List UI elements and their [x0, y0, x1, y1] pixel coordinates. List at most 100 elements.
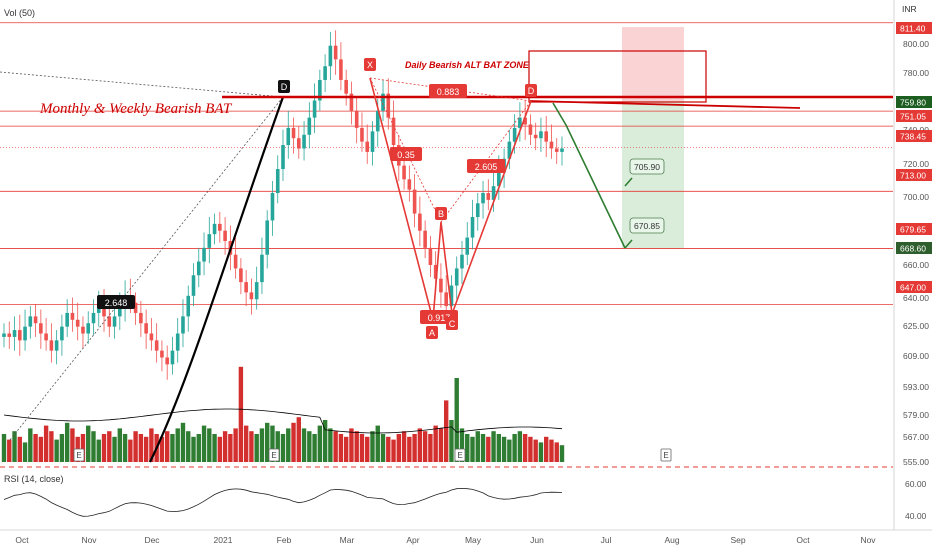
time-tick: Dec [144, 535, 160, 545]
volume-bar [128, 439, 133, 462]
candle-body [370, 131, 375, 152]
target-2-label-bg [629, 217, 665, 234]
price-tag-bg [896, 110, 932, 122]
volume-bar [538, 442, 544, 462]
volume-bar [533, 439, 538, 462]
price-tag: 647.00 [900, 283, 926, 293]
candle-body [170, 350, 175, 365]
volume-bar [64, 422, 70, 462]
volume-bar [307, 431, 312, 462]
price-tag: 811.40 [900, 24, 926, 34]
price-tag-bg [896, 242, 932, 254]
price-tick: 579.00 [903, 410, 929, 420]
candle-body [249, 292, 254, 300]
rsi-indicator-label[interactable]: RSI (14, close) [4, 474, 64, 484]
candle-body [460, 254, 464, 269]
volume-bar [122, 434, 128, 462]
candle-body [154, 340, 159, 351]
volume-indicator-label[interactable]: Vol (50) [4, 8, 35, 18]
candle-body [12, 330, 17, 337]
volume-bar [233, 428, 238, 462]
volume-bar [291, 422, 296, 462]
volume-bar [528, 436, 533, 462]
time-axis: Oct Nov Dec 2021 Feb Mar Apr May Jun Jul Aug Sep Oct… [0, 529, 932, 545]
volume-bar [454, 378, 459, 462]
candle-body [312, 100, 317, 118]
candle-body [470, 217, 475, 238]
ratio-left-label-bg [97, 295, 135, 309]
time-tick: Aug [664, 535, 679, 545]
price-tick: 625.00 [903, 321, 929, 331]
volume-bar [33, 434, 38, 462]
volume-bar [270, 425, 275, 462]
candle-body [107, 316, 112, 327]
candle-body [407, 179, 412, 190]
volume-bar [491, 431, 496, 462]
volume-bar [312, 434, 317, 462]
target-arrow-2 [624, 239, 633, 249]
monthly-d-bg [278, 80, 290, 93]
target-arrow-1 [624, 177, 633, 187]
candle-body [207, 234, 212, 248]
point-A-bg [426, 326, 438, 339]
dotted-trend-left [9, 96, 284, 441]
candle-body [339, 59, 343, 80]
rsi-tick-40: 40.00 [905, 511, 927, 521]
volume-bar [517, 431, 523, 462]
candle-body [296, 138, 301, 149]
daily-bat-zone-title: Daily Bearish ALT BAT ZONE [405, 60, 530, 70]
candle-body [533, 134, 538, 139]
target-1-label-bg [629, 158, 665, 175]
volume-bar [480, 434, 486, 462]
volume-bar [275, 431, 280, 462]
candle-body [412, 189, 417, 214]
candle-body [233, 254, 238, 269]
volume-bar [59, 434, 65, 462]
volume-bar [296, 417, 301, 462]
volume-bar [554, 442, 559, 462]
candle-body [544, 131, 549, 142]
dotted-trend-top [0, 71, 284, 98]
volume-bar [149, 428, 154, 462]
volume-bar [470, 436, 475, 462]
candle-body [475, 203, 480, 218]
volume-bar [91, 431, 96, 462]
volume-bar [501, 436, 507, 462]
candle-body [270, 193, 275, 221]
volume-bar [412, 434, 417, 462]
candle-body [497, 172, 501, 187]
candle-body [423, 230, 427, 248]
price-tag: 679.65 [900, 225, 926, 235]
candle-body [212, 223, 217, 235]
ratio-xd-label-bg [429, 84, 467, 98]
volume-bar [164, 431, 170, 462]
price-tick: 780.00 [903, 68, 929, 78]
candles [2, 30, 564, 380]
rsi-line [3, 487, 563, 517]
volume-bar [217, 436, 223, 462]
ratio-ac-label: 0.917 [428, 313, 451, 323]
volume-bar [196, 434, 201, 462]
volume-bar [86, 425, 91, 462]
candle-body [323, 66, 327, 80]
candle-body [70, 312, 75, 320]
volume-bar [465, 434, 470, 462]
volume-bar [96, 439, 101, 462]
candle-body [186, 295, 191, 317]
volume-bar [380, 434, 386, 462]
volume-bar [180, 422, 186, 462]
candle-body [139, 312, 143, 324]
candle-body [254, 282, 259, 300]
volume-bar [475, 431, 480, 462]
volume-bar [112, 436, 117, 462]
candle-body [7, 333, 12, 337]
candle-body [239, 268, 243, 283]
volume-bar [28, 428, 33, 462]
volume-bar [401, 431, 407, 462]
price-tag: 668.60 [900, 244, 926, 254]
candle-body [91, 312, 96, 324]
candle-body [449, 285, 454, 307]
volume-bar [496, 434, 502, 462]
candle-body [39, 323, 43, 334]
